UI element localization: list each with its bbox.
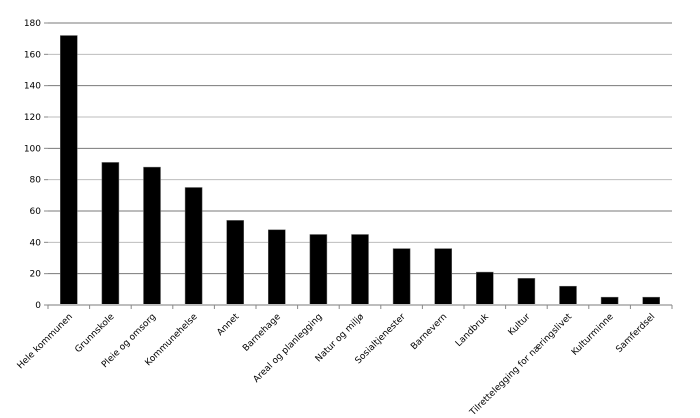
x-tick-label: Barnevern xyxy=(409,312,449,352)
bar xyxy=(309,234,328,306)
bar xyxy=(268,229,286,306)
bar xyxy=(434,248,452,306)
x-axis xyxy=(47,304,673,309)
bar xyxy=(101,162,120,306)
y-tick-label: 0 xyxy=(35,301,41,311)
x-tick-label: Barnehage xyxy=(241,312,283,354)
bar xyxy=(143,166,161,306)
x-tick-label: Landbruk xyxy=(454,311,492,349)
y-axis-ticks: 0 20 40 60 80 100 120 140 160 180 xyxy=(24,19,48,311)
y-tick-label: 120 xyxy=(24,113,41,123)
x-tick-label: Kultur xyxy=(507,312,533,338)
y-tick-label: 60 xyxy=(30,207,42,217)
bar xyxy=(184,187,203,306)
y-tick-label: 40 xyxy=(30,238,42,248)
y-tick-label: 140 xyxy=(24,82,41,92)
bars xyxy=(60,35,660,306)
x-tick-label: Samferdsel xyxy=(614,312,657,355)
x-tick-label: Kulturminne xyxy=(570,312,616,358)
x-tick-label: Annet xyxy=(215,312,241,338)
x-tick-label: Grunnskole xyxy=(73,312,116,355)
x-tick-label: Areal og planlegging xyxy=(252,312,325,385)
y-tick-label: 80 xyxy=(30,176,42,186)
y-tick-label: 180 xyxy=(24,19,41,29)
bar xyxy=(642,296,660,306)
bar xyxy=(226,220,244,306)
bar xyxy=(600,296,619,306)
bar xyxy=(60,35,78,306)
bar xyxy=(476,271,494,306)
x-tick-label: Hele kommunen xyxy=(16,312,75,371)
bar xyxy=(392,248,411,306)
bar xyxy=(351,234,369,306)
y-tick-label: 100 xyxy=(24,144,41,154)
y-tick-label: 20 xyxy=(30,270,42,280)
bar xyxy=(559,285,577,306)
bar xyxy=(517,278,536,306)
y-tick-label: 160 xyxy=(24,50,41,60)
